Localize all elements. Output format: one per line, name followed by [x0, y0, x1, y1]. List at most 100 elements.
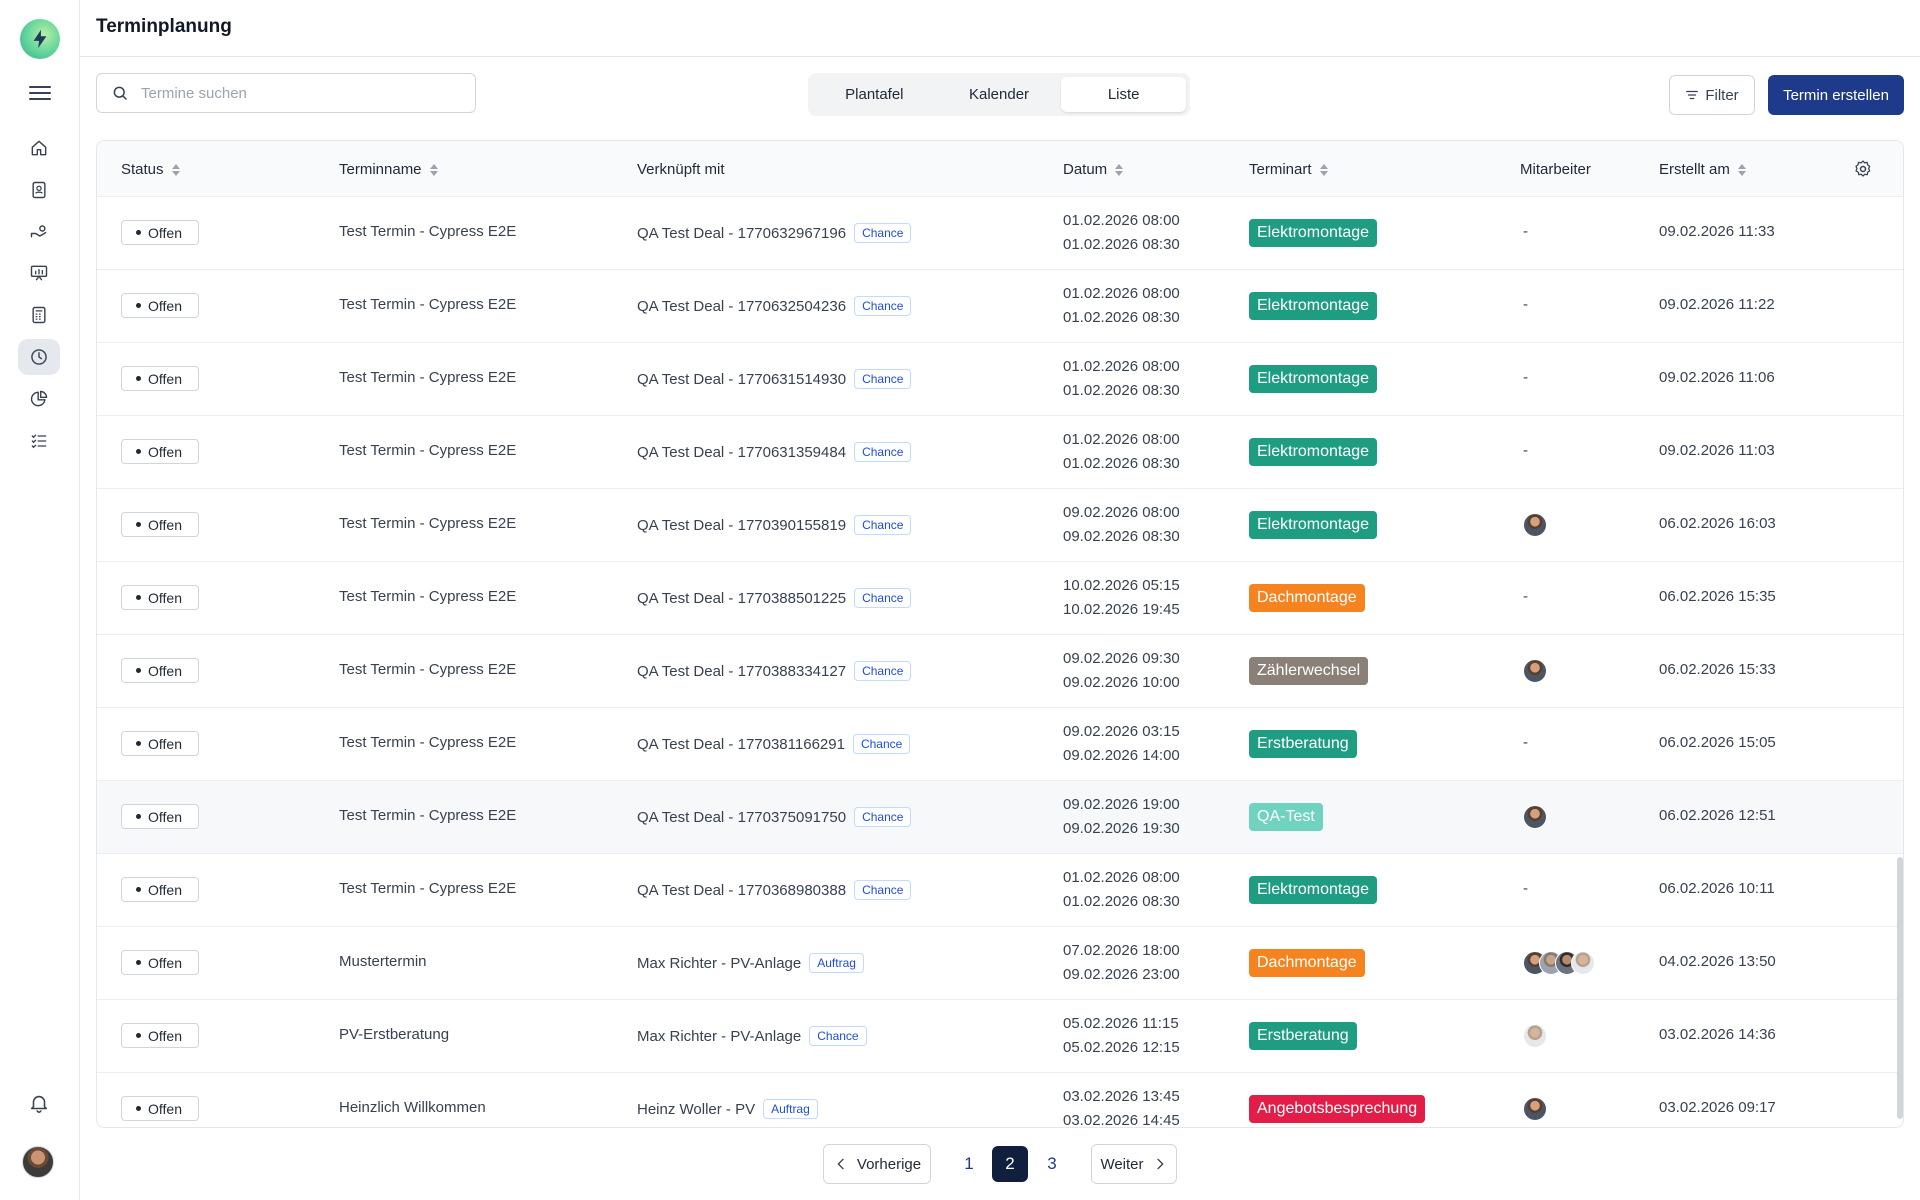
appointment-name[interactable]: Test Termin - Cypress E2E	[339, 369, 517, 386]
linked-record[interactable]: QA Test Deal - 1770631514930 Chance	[637, 369, 912, 389]
employee-avatar[interactable]	[1523, 1024, 1547, 1048]
appointment-name[interactable]: Test Termin - Cypress E2E	[339, 588, 517, 605]
appointment-name[interactable]: Test Termin - Cypress E2E	[339, 734, 517, 751]
search-input[interactable]	[141, 84, 461, 102]
table-row[interactable]: Offen Test Termin - Cypress E2E QA Test De…	[97, 562, 1903, 635]
column-header-type[interactable]: Terminart	[1249, 161, 1328, 178]
end-date: 09.02.2026 19:30	[1063, 820, 1180, 837]
search-box[interactable]	[96, 73, 476, 113]
page-1-button[interactable]: 1	[964, 1154, 974, 1173]
next-page-button[interactable]: Weiter	[1091, 1144, 1177, 1184]
status-badge[interactable]: Offen	[121, 1023, 199, 1048]
column-header-status[interactable]: Status	[121, 161, 180, 178]
page-3-button[interactable]: 3	[1047, 1154, 1057, 1173]
linked-record[interactable]: QA Test Deal - 1770390155819 Chance	[637, 515, 912, 535]
linked-record[interactable]: QA Test Deal - 1770381166291 Chance	[637, 734, 911, 754]
sidebar-item-contacts[interactable]	[18, 172, 60, 208]
linked-record[interactable]: QA Test Deal - 1770632967196 Chance	[637, 223, 912, 243]
create-appointment-button[interactable]: Termin erstellen	[1768, 75, 1904, 115]
user-avatar[interactable]	[22, 1146, 54, 1178]
linked-record[interactable]: QA Test Deal - 1770388334127 Chance	[637, 661, 912, 681]
scrollbar[interactable]	[1897, 857, 1903, 1119]
column-label: Erstellt am	[1659, 161, 1730, 178]
linked-record[interactable]: QA Test Deal - 1770631359484 Chance	[637, 442, 912, 462]
table-row[interactable]: Offen Test Termin - Cypress E2E QA Test De…	[97, 343, 1903, 416]
table-row[interactable]: Offen PV-Erstberatung Max Richter - PV-Anl…	[97, 1000, 1903, 1073]
status-badge[interactable]: Offen	[121, 585, 199, 610]
sidebar-item-reports[interactable]	[18, 381, 60, 417]
sort-icon[interactable]	[1115, 163, 1124, 176]
linked-record[interactable]: Max Richter - PV-Anlage Auftrag	[637, 953, 864, 973]
sidebar-item-tasks[interactable]	[18, 423, 60, 459]
table-row[interactable]: Offen Test Termin - Cypress E2E QA Test De…	[97, 197, 1903, 270]
appointment-name[interactable]: Test Termin - Cypress E2E	[339, 442, 517, 459]
gear-icon[interactable]	[1853, 159, 1873, 179]
column-label: Terminname	[339, 161, 422, 178]
table-row[interactable]: Offen Heinzlich Willkommen Heinz Woller - …	[97, 1073, 1903, 1127]
table-row[interactable]: Offen Test Termin - Cypress E2E QA Test De…	[97, 781, 1903, 854]
previous-page-button[interactable]: Vorherige	[823, 1144, 931, 1184]
bell-icon[interactable]	[28, 1092, 50, 1114]
column-header-created[interactable]: Erstellt am	[1659, 161, 1746, 178]
appointment-name[interactable]: Heinzlich Willkommen	[339, 1099, 486, 1116]
linked-record[interactable]: Max Richter - PV-Anlage Chance	[637, 1026, 867, 1046]
employee-avatar[interactable]	[1523, 659, 1547, 683]
status-badge[interactable]: Offen	[121, 1096, 199, 1121]
sidebar-item-calculator[interactable]	[18, 297, 60, 333]
status-badge[interactable]: Offen	[121, 877, 199, 902]
table-row[interactable]: Offen Test Termin - Cypress E2E QA Test De…	[97, 270, 1903, 343]
tab-plantafel[interactable]: Plantafel	[845, 86, 904, 103]
employee-avatar[interactable]	[1571, 951, 1595, 975]
hamburger-menu-icon[interactable]	[28, 84, 52, 102]
status-badge[interactable]: Offen	[121, 731, 199, 756]
sort-icon[interactable]	[1319, 163, 1328, 176]
appointment-name[interactable]: Test Termin - Cypress E2E	[339, 661, 517, 678]
status-badge[interactable]: Offen	[121, 293, 199, 318]
app-logo[interactable]	[20, 19, 60, 59]
linked-record[interactable]: QA Test Deal - 1770375091750 Chance	[637, 807, 912, 827]
sidebar-item-deals[interactable]	[18, 213, 60, 249]
table-row[interactable]: Offen Test Termin - Cypress E2E QA Test De…	[97, 635, 1903, 708]
sidebar-item-presentation[interactable]	[18, 255, 60, 291]
linked-record[interactable]: QA Test Deal - 1770388501225 Chance	[637, 588, 912, 608]
employee-cell: -	[1523, 732, 1528, 751]
appointment-name[interactable]: Mustertermin	[339, 953, 427, 970]
table-row[interactable]: Offen Test Termin - Cypress E2E QA Test De…	[97, 489, 1903, 562]
table-row[interactable]: Offen Test Termin - Cypress E2E QA Test De…	[97, 854, 1903, 927]
employee-avatar[interactable]	[1523, 1097, 1547, 1121]
status-dot	[136, 960, 141, 965]
linked-record[interactable]: Heinz Woller - PV Auftrag	[637, 1099, 818, 1119]
table-row[interactable]: Offen Test Termin - Cypress E2E QA Test De…	[97, 416, 1903, 489]
appointment-name[interactable]: Test Termin - Cypress E2E	[339, 880, 517, 897]
page-2-button[interactable]: 2	[992, 1146, 1028, 1182]
appointment-name[interactable]: PV-Erstberatung	[339, 1026, 450, 1043]
status-badge[interactable]: Offen	[121, 512, 199, 537]
table-row[interactable]: Offen Mustertermin Max Richter - PV-Anlage…	[97, 927, 1903, 1000]
appointment-name[interactable]: Test Termin - Cypress E2E	[339, 807, 517, 824]
end-date: 05.02.2026 12:15	[1063, 1039, 1180, 1056]
column-header-name[interactable]: Terminname	[339, 161, 438, 178]
appointment-name[interactable]: Test Termin - Cypress E2E	[339, 296, 517, 313]
sort-icon[interactable]	[171, 163, 180, 176]
status-badge[interactable]: Offen	[121, 366, 199, 391]
sidebar-item-home[interactable]	[18, 130, 60, 166]
employee-avatar[interactable]	[1523, 805, 1547, 829]
filter-button[interactable]: Filter	[1669, 75, 1755, 115]
sort-icon[interactable]	[1737, 163, 1746, 176]
employee-avatar[interactable]	[1523, 513, 1547, 537]
table-row[interactable]: Offen Test Termin - Cypress E2E QA Test De…	[97, 708, 1903, 781]
sidebar-item-appointments[interactable]	[18, 339, 60, 375]
linked-record[interactable]: QA Test Deal - 1770632504236 Chance	[637, 296, 912, 316]
column-header-date[interactable]: Datum	[1063, 161, 1124, 178]
linked-record[interactable]: QA Test Deal - 1770368980388 Chance	[637, 880, 912, 900]
appointment-name[interactable]: Test Termin - Cypress E2E	[339, 515, 517, 532]
status-badge[interactable]: Offen	[121, 804, 199, 829]
status-badge[interactable]: Offen	[121, 950, 199, 975]
status-badge[interactable]: Offen	[121, 658, 199, 683]
tab-liste[interactable]: Liste	[1061, 77, 1187, 112]
tab-kalender[interactable]: Kalender	[968, 86, 1030, 103]
appointment-name[interactable]: Test Termin - Cypress E2E	[339, 223, 517, 240]
status-badge[interactable]: Offen	[121, 220, 199, 245]
sort-icon[interactable]	[429, 163, 438, 176]
status-badge[interactable]: Offen	[121, 439, 199, 464]
